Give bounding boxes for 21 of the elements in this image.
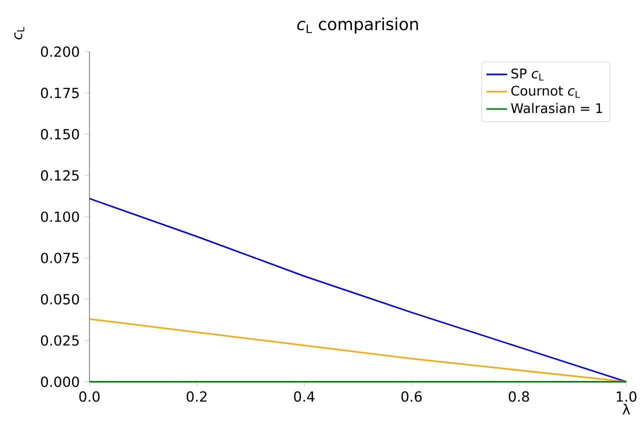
y-tick-label: 0.075 [41,252,79,263]
x-tick-label: 0.8 [508,391,530,402]
x-tick-label: 1.0 [616,391,636,402]
y-tick-label: 0.150 [41,128,79,140]
y-tick-label: 0.175 [41,87,79,98]
y-tick-label: 0.125 [41,170,79,180]
y-axis-title: c$_{L}$ [14,26,24,40]
y-tick-label: 0.100 [41,211,79,222]
x-tick-label: 0.6 [401,391,422,402]
y-tick-label: 0.050 [41,294,79,304]
chart-title: c$_{L}$ comparision [297,17,418,34]
x-tick-label: 0.2 [186,391,207,402]
legend-label: Cournot c$_{L}$ [511,85,580,98]
legend-label: Walrasian = 1 [511,102,602,113]
y-tick-label: 0.200 [41,46,79,57]
x-tick-label: 0.4 [294,391,314,402]
x-tick-label: 0.0 [79,391,100,402]
legend-label: SP c$_{L}$ [511,68,544,80]
y-tick-label: 0.025 [41,334,79,346]
y-tick-label: 0.000 [41,376,79,387]
x-axis-title: λ [622,404,630,414]
